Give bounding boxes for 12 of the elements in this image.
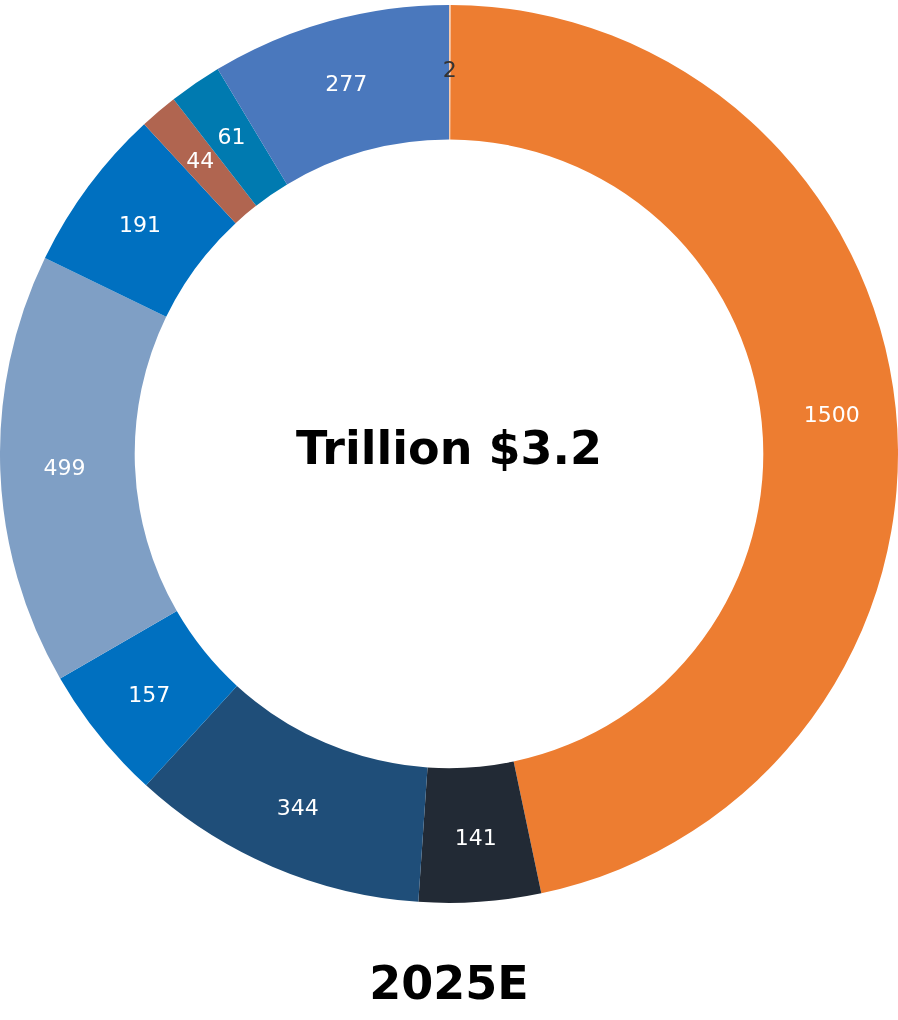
data-label: 157 <box>128 682 171 708</box>
data-label: 61 <box>217 124 246 150</box>
text: 2025E <box>369 956 529 1010</box>
text: Trillion $3.2 <box>296 421 602 475</box>
data-label: 191 <box>118 212 161 238</box>
data-label: 277 <box>325 70 368 96</box>
data-label: 1500 <box>803 402 860 428</box>
data-label: 499 <box>43 455 86 481</box>
data-label: 141 <box>454 825 497 851</box>
data-label: 44 <box>186 148 215 174</box>
data-label: 344 <box>276 795 319 821</box>
data-label: 2 <box>442 56 457 82</box>
